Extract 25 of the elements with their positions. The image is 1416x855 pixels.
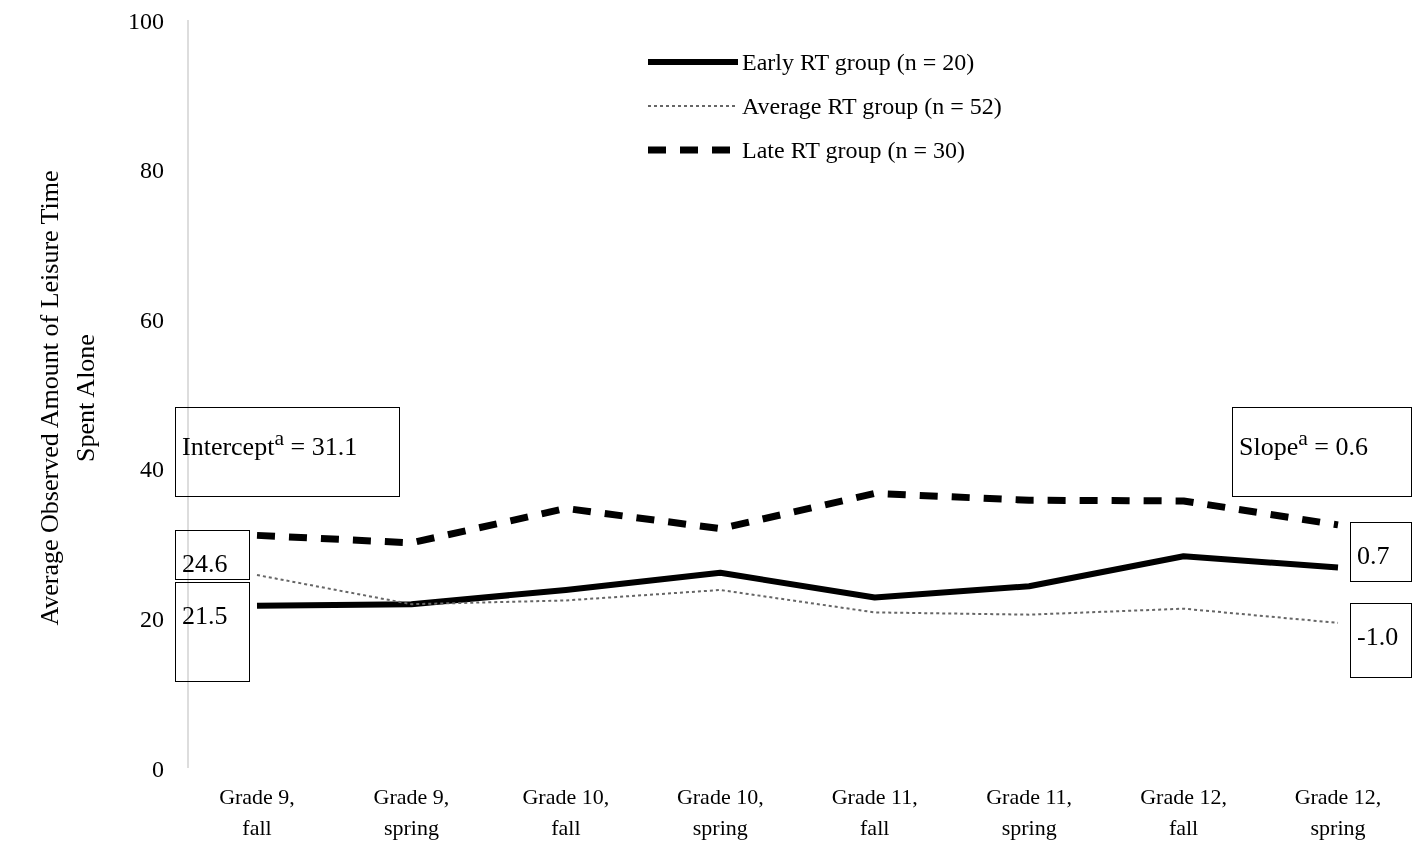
x-tick-label: Grade 11, fall — [831, 784, 918, 840]
y-tick-label: 60 — [140, 306, 164, 333]
x-tick-label: Grade 10, spring — [676, 784, 764, 840]
x-tick-label: Grade 10, fall — [522, 784, 610, 840]
legend-label: Late RT group (n = 30) — [742, 136, 965, 164]
x-tick-label: Grade 9, fall — [219, 784, 295, 840]
y-tick-label: 0 — [152, 755, 164, 782]
y-tick-label: 20 — [140, 605, 164, 632]
legend-label: Average RT group (n = 52) — [742, 92, 1002, 120]
x-tick-label: Grade 9, spring — [373, 784, 450, 840]
text-box: 0.7 — [1350, 522, 1412, 582]
y-tick-label: 40 — [140, 456, 164, 483]
text-box: Slope$^{a}$ = 0.6 — [1232, 407, 1412, 497]
text-box: Intercept$^{a}$ = 31.1 — [175, 407, 400, 497]
y-tick-label: 80 — [140, 157, 164, 184]
text-box: -1.0 — [1350, 603, 1412, 678]
text-box: 21.5 — [175, 582, 250, 682]
y-axis-title: Average Observed Amount of Leisure Time Spent Alone — [34, 169, 101, 628]
legend-label: Early RT group (n = 20) — [742, 48, 975, 76]
y-tick-label: 100 — [128, 7, 164, 34]
x-tick-label: Grade 11, spring — [986, 784, 1073, 840]
line-series — [256, 574, 1339, 624]
x-tick-label: Grade 12, spring — [1294, 784, 1382, 840]
text-box: 24.6 — [175, 530, 250, 580]
x-tick-label: Grade 12, fall — [1140, 784, 1227, 840]
